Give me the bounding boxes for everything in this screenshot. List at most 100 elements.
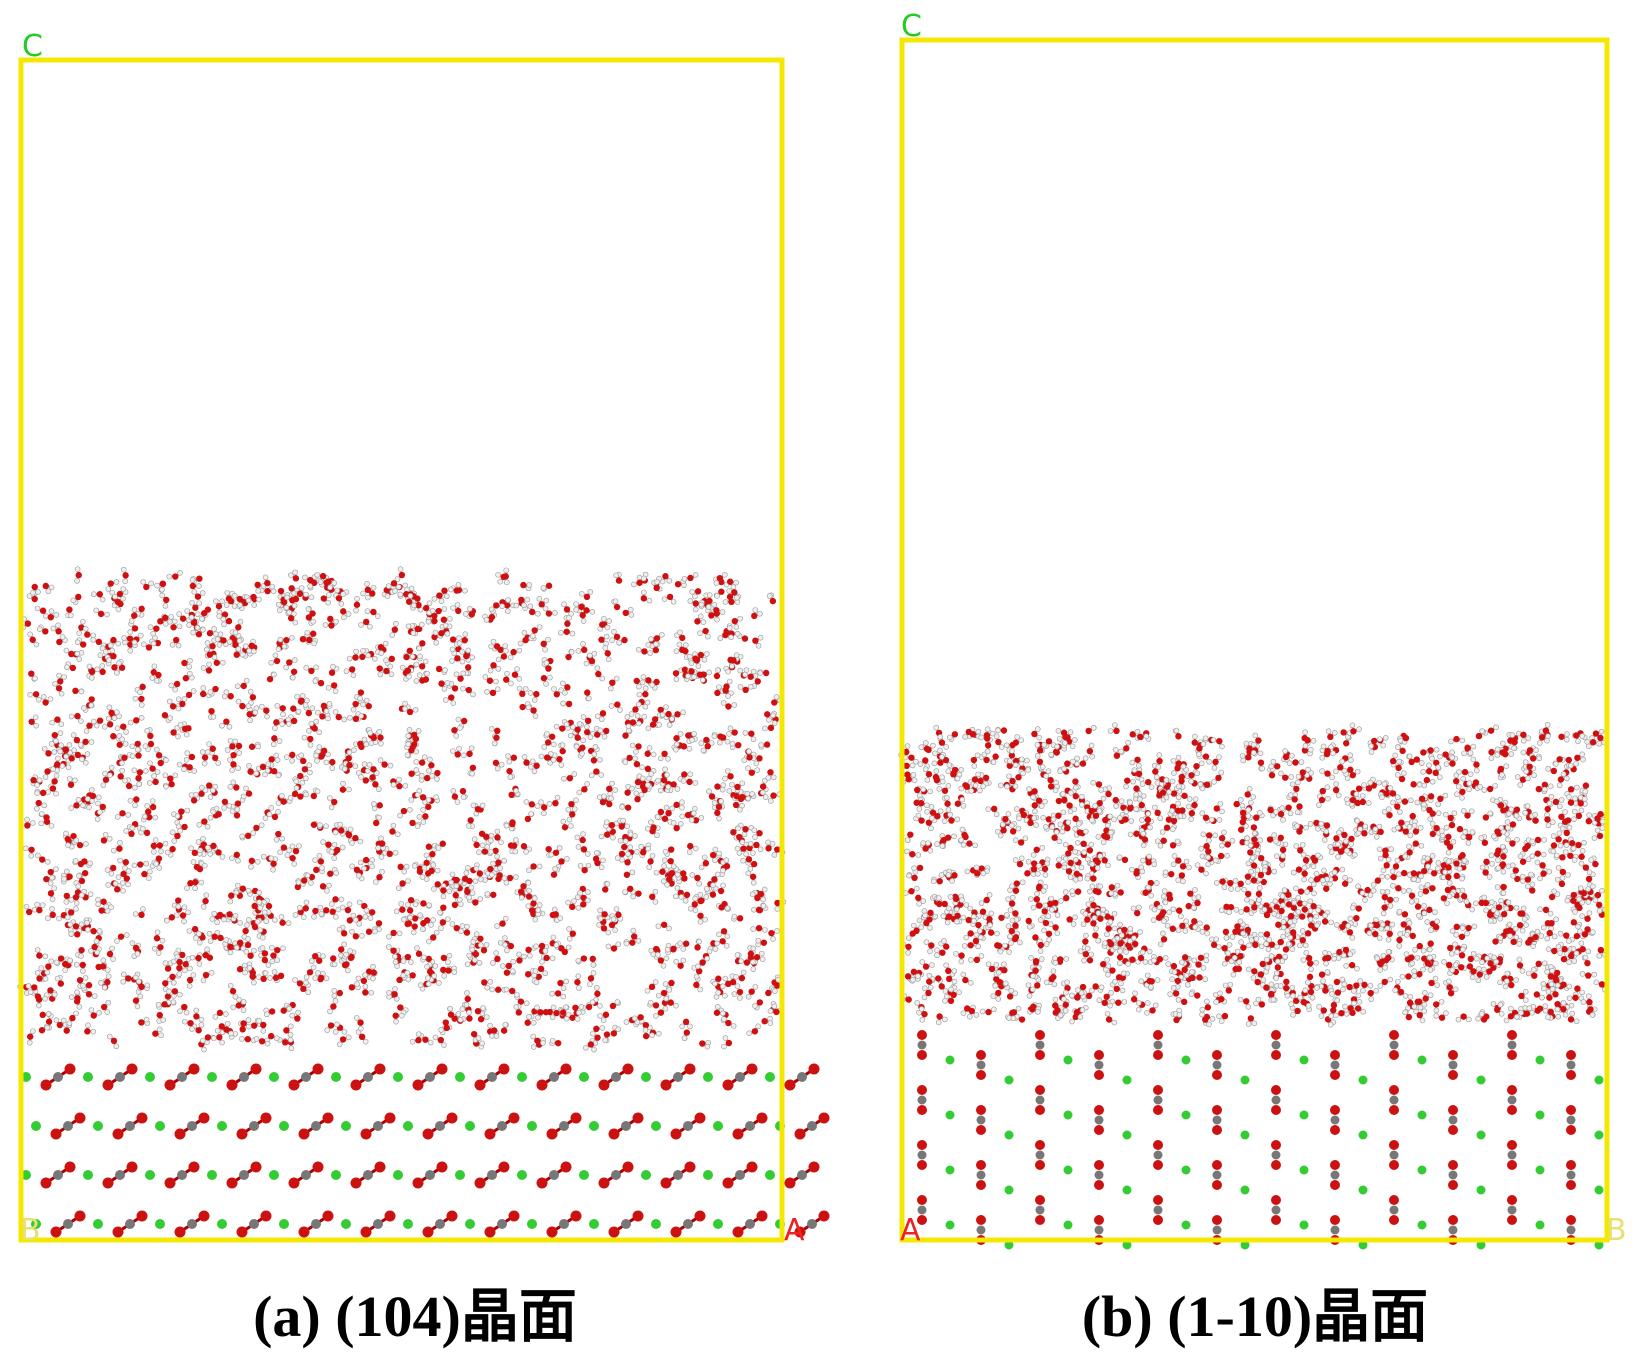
oxygen bbox=[24, 620, 32, 627]
oxygen bbox=[364, 586, 372, 594]
oxygen bbox=[249, 694, 257, 701]
hydrogen bbox=[253, 770, 260, 777]
hydrogen bbox=[560, 700, 566, 707]
oxygen bbox=[697, 651, 705, 659]
hydrogen bbox=[703, 894, 710, 900]
oxygen bbox=[740, 845, 747, 852]
hydrogen bbox=[730, 1023, 737, 1029]
oxygen bbox=[614, 701, 621, 708]
hydrogen bbox=[327, 795, 333, 801]
oxygen bbox=[622, 732, 629, 739]
hydrogen bbox=[129, 825, 136, 831]
oxygen bbox=[36, 906, 43, 914]
hydrogen bbox=[693, 973, 700, 980]
hydrogen bbox=[606, 618, 612, 624]
hydrogen bbox=[771, 720, 778, 726]
hydrogen bbox=[666, 722, 673, 728]
oxygen bbox=[504, 602, 511, 609]
oxygen bbox=[419, 663, 426, 670]
hydrogen bbox=[462, 587, 468, 594]
hydrogen bbox=[77, 742, 84, 748]
oxygen bbox=[273, 719, 280, 726]
hydrogen bbox=[140, 906, 146, 912]
hydrogen bbox=[711, 800, 718, 806]
oxygen bbox=[445, 967, 452, 974]
hydrogen bbox=[701, 854, 708, 861]
hydrogen bbox=[314, 571, 321, 578]
hydrogen bbox=[176, 623, 183, 630]
oxygen bbox=[692, 817, 700, 824]
hydrogen bbox=[567, 732, 574, 739]
hydrogen bbox=[441, 1042, 447, 1048]
hydrogen bbox=[240, 793, 247, 800]
hydrogen bbox=[757, 610, 763, 617]
oxygen bbox=[594, 1034, 601, 1041]
hydrogen bbox=[279, 721, 285, 727]
oxygen bbox=[223, 718, 230, 725]
oxygen bbox=[708, 612, 715, 619]
hydrogen bbox=[65, 842, 71, 848]
oxygen bbox=[602, 886, 609, 893]
oxygen bbox=[240, 1020, 247, 1027]
hydrogen bbox=[177, 570, 183, 576]
oxygen bbox=[439, 840, 446, 847]
hydrogen bbox=[483, 617, 490, 623]
hydrogen bbox=[771, 1003, 778, 1010]
hydrogen bbox=[54, 975, 61, 982]
hydrogen bbox=[449, 658, 455, 664]
oxygen bbox=[164, 965, 172, 972]
oxygen bbox=[190, 797, 198, 804]
hydrogen bbox=[397, 566, 404, 572]
oxygen bbox=[365, 928, 373, 935]
oxygen bbox=[116, 845, 123, 852]
hydrogen bbox=[323, 975, 330, 982]
hydrogen bbox=[463, 870, 470, 876]
hydrogen bbox=[412, 706, 419, 713]
hydrogen bbox=[396, 776, 402, 783]
hydrogen bbox=[392, 986, 398, 992]
oxygen bbox=[736, 833, 743, 841]
hydrogen bbox=[726, 625, 733, 631]
hydrogen bbox=[76, 1004, 83, 1010]
hydrogen bbox=[119, 767, 126, 774]
hydrogen bbox=[605, 943, 612, 950]
hydrogen bbox=[207, 689, 214, 695]
hydrogen bbox=[679, 804, 685, 811]
oxygen bbox=[289, 854, 296, 862]
oxygen bbox=[376, 665, 383, 672]
hydrogen bbox=[589, 608, 596, 615]
hydrogen bbox=[122, 578, 129, 585]
hydrogen bbox=[762, 725, 768, 732]
oxygen bbox=[505, 962, 513, 970]
oxygen bbox=[477, 935, 484, 942]
oxygen bbox=[190, 619, 198, 626]
hydrogen bbox=[679, 1023, 685, 1030]
hydrogen bbox=[175, 823, 182, 830]
hydrogen bbox=[275, 646, 282, 652]
hydrogen bbox=[240, 1007, 247, 1013]
hydrogen bbox=[616, 639, 622, 646]
hydrogen bbox=[646, 597, 653, 604]
oxygen bbox=[162, 980, 169, 987]
oxygen bbox=[741, 635, 749, 642]
hydrogen bbox=[422, 658, 429, 665]
hydrogen bbox=[270, 588, 277, 595]
hydrogen bbox=[228, 1030, 234, 1037]
oxygen bbox=[453, 587, 460, 594]
hydrogen bbox=[576, 721, 583, 727]
hydrogen bbox=[762, 794, 769, 800]
oxygen bbox=[633, 760, 641, 768]
hydrogen bbox=[429, 772, 435, 779]
oxygen bbox=[274, 946, 281, 954]
oxygen bbox=[609, 679, 616, 686]
hydrogen bbox=[349, 840, 355, 846]
oxygen bbox=[399, 880, 406, 887]
hydrogen bbox=[364, 608, 371, 615]
hydrogen bbox=[167, 715, 174, 721]
oxygen bbox=[360, 977, 368, 985]
oxygen bbox=[525, 946, 532, 954]
hydrogen bbox=[410, 929, 417, 936]
oxygen bbox=[657, 706, 664, 714]
hydrogen bbox=[122, 639, 128, 646]
